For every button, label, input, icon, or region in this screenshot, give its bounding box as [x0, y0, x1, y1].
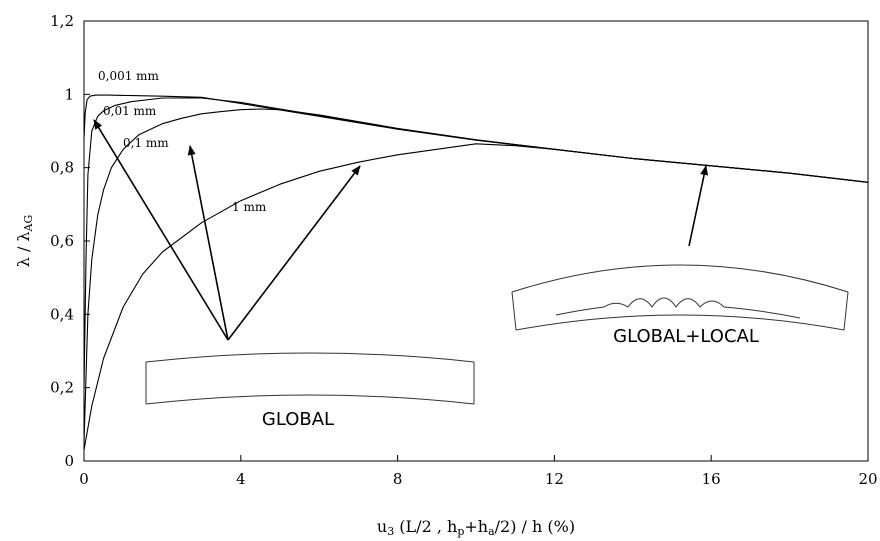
x-tick-label: 0 — [79, 470, 89, 488]
x-tick-label: 20 — [858, 470, 877, 488]
annotation-global-local: GLOBAL+LOCAL — [613, 326, 759, 347]
x-tick-label: 16 — [702, 470, 721, 488]
y-tick-label: 0,6 — [50, 232, 74, 250]
y-tick-label: 0,8 — [50, 159, 74, 177]
x-tick-label: 4 — [236, 470, 246, 488]
arrow-global-to-1 — [227, 165, 361, 341]
beam-global-image — [145, 352, 475, 405]
curve-label-1: 1 mm — [232, 200, 267, 214]
curve-label-01: 0,1 mm — [123, 136, 169, 150]
arrow-global-to-0001 — [93, 119, 229, 341]
y-tick-label: 0 — [64, 452, 74, 470]
y-tick-label: 1,2 — [50, 12, 74, 30]
beam-global-local-image — [511, 264, 849, 331]
y-tick-label: 0,4 — [50, 305, 74, 323]
series-layer — [83, 94, 869, 451]
y-tick-label: 0,2 — [50, 379, 74, 397]
annotation-global: GLOBAL — [262, 409, 334, 430]
series-line-3 — [83, 143, 869, 451]
curve-label-001: 0,01 mm — [103, 104, 157, 118]
x-tick-label: 12 — [545, 470, 564, 488]
x-tick-label: 8 — [393, 470, 403, 488]
curve-label-0001: 0,001 mm — [98, 69, 160, 83]
y-axis: 0 0,2 0,4 0,6 0,8 1 1,2 — [50, 12, 90, 470]
arrow-global-local — [688, 165, 709, 247]
y-tick-label: 1 — [64, 85, 74, 103]
x-axis-title: u3 (L/2 , hp+ha/2) / h (%) — [377, 517, 575, 538]
x-axis: 0 4 8 12 16 20 — [79, 455, 878, 488]
arrow-global-to-01 — [187, 145, 229, 341]
